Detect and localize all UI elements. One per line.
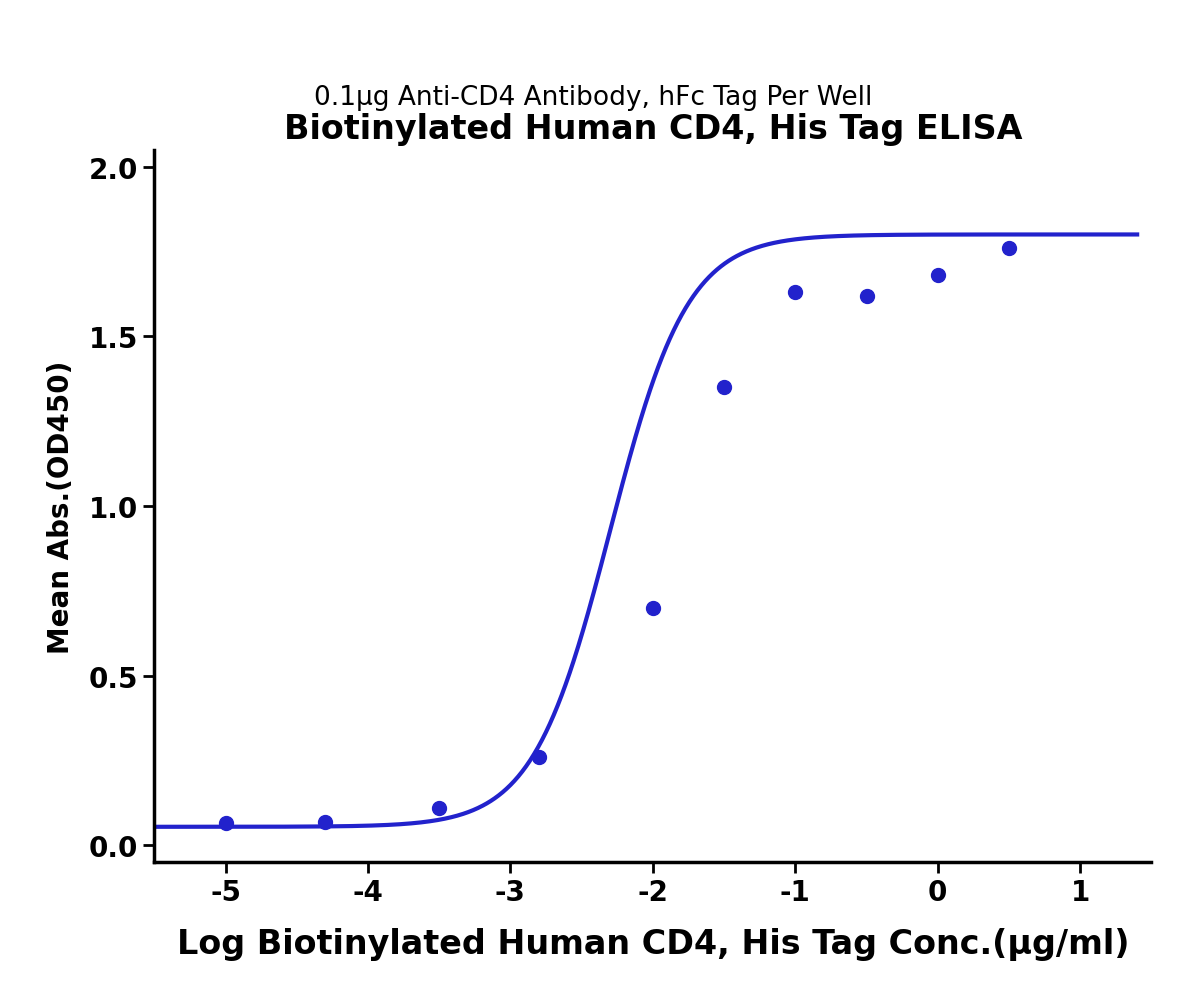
- Title: Biotinylated Human CD4, His Tag ELISA: Biotinylated Human CD4, His Tag ELISA: [284, 113, 1022, 146]
- Y-axis label: Mean Abs.(OD450): Mean Abs.(OD450): [47, 360, 75, 653]
- Point: [715, 380, 734, 396]
- Point: [216, 815, 235, 831]
- Point: [857, 288, 876, 304]
- Point: [928, 268, 947, 284]
- Point: [643, 600, 662, 616]
- Point: [529, 749, 548, 765]
- Point: [430, 800, 449, 816]
- X-axis label: Log Biotinylated Human CD4, His Tag Conc.(μg/ml): Log Biotinylated Human CD4, His Tag Conc…: [177, 928, 1129, 960]
- Point: [316, 813, 335, 829]
- Point: [786, 285, 805, 301]
- Point: [999, 241, 1018, 257]
- Text: 0.1μg Anti-CD4 Antibody, hFc Tag Per Well: 0.1μg Anti-CD4 Antibody, hFc Tag Per Wel…: [315, 85, 872, 111]
